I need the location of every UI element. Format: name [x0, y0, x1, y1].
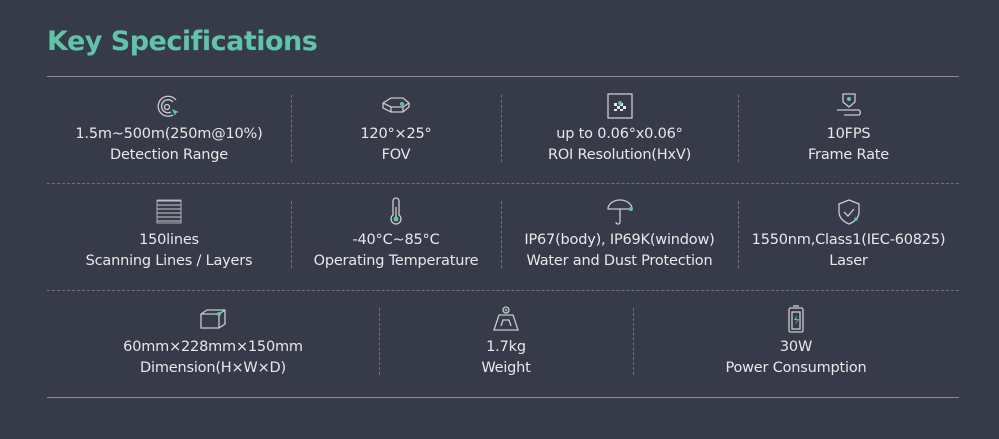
spec-scanning-lines: 150lines Scanning Lines / Layers [47, 197, 291, 272]
roi-grid-icon [606, 93, 633, 119]
divider-bottom [47, 397, 959, 398]
spec-label: Dimension(H×W×D) [140, 360, 286, 376]
spec-label: Weight [481, 360, 531, 376]
spec-label: Water and Dust Protection [526, 253, 713, 269]
spec-value: IP67(body), IP69K(window) [524, 232, 715, 248]
spec-value: 150lines [139, 232, 199, 248]
radar-target-icon [157, 95, 179, 117]
battery-icon [788, 305, 804, 333]
spec-value: 1.5m~500m(250m@10%) [75, 126, 263, 142]
weight-icon [493, 306, 519, 331]
spec-frame-rate: 10FPS Frame Rate [738, 91, 959, 166]
spec-protection: IP67(body), IP69K(window) Water and Dust… [501, 197, 738, 272]
divider-top [47, 76, 959, 77]
divider-row-1 [47, 183, 959, 184]
spec-power-consumption: 30W Power Consumption [633, 304, 959, 379]
spec-value: 10FPS [826, 126, 871, 142]
spec-weight: 1.7kg Weight [379, 304, 633, 379]
spec-value: 1550nm,Class1(IEC-60825) [751, 232, 946, 248]
spec-value: 60mm×228mm×150mm [123, 339, 303, 355]
spec-operating-temperature: -40°C~85°C Operating Temperature [291, 197, 501, 272]
spec-label: FOV [381, 147, 411, 163]
spec-row-3: 60mm×228mm×150mm Dimension(H×W×D) 1.7kg … [47, 304, 959, 379]
spec-fov: 120°×25° FOV [291, 91, 501, 166]
spec-label: Scanning Lines / Layers [85, 253, 253, 269]
umbrella-icon [606, 199, 633, 225]
box-dimension-icon [200, 309, 226, 329]
spec-value: 120°×25° [360, 126, 432, 142]
spec-laser: 1550nm,Class1(IEC-60825) Laser [738, 197, 959, 272]
spec-value: -40°C~85°C [352, 232, 440, 248]
spec-dimension: 60mm×228mm×150mm Dimension(H×W×D) [47, 304, 379, 379]
spec-label: Frame Rate [807, 147, 890, 163]
location-path-icon [836, 93, 861, 116]
spec-label: Operating Temperature [313, 253, 479, 269]
spec-label: Detection Range [109, 147, 228, 163]
divider-row-2 [47, 290, 959, 291]
spec-row-2: 150lines Scanning Lines / Layers -40°C~8… [47, 197, 959, 272]
page-title: Key Specifications [47, 26, 318, 57]
scan-lines-icon [156, 199, 182, 224]
spec-value: 1.7kg [486, 339, 526, 355]
spec-label: ROI Resolution(HxV) [547, 147, 692, 163]
spec-value: 30W [779, 339, 813, 355]
spec-roi-resolution: up to 0.06°x0.06° ROI Resolution(HxV) [501, 91, 738, 166]
shield-check-icon [837, 199, 860, 225]
spec-row-1: 1.5m~500m(250m@10%) Detection Range 120°… [47, 91, 959, 166]
spec-value: up to 0.06°x0.06° [556, 126, 683, 142]
fov-box-icon [382, 97, 410, 113]
spec-label: Laser [829, 253, 868, 269]
thermometer-icon [390, 197, 402, 225]
spec-detection-range: 1.5m~500m(250m@10%) Detection Range [47, 91, 291, 166]
spec-label: Power Consumption [725, 360, 867, 376]
